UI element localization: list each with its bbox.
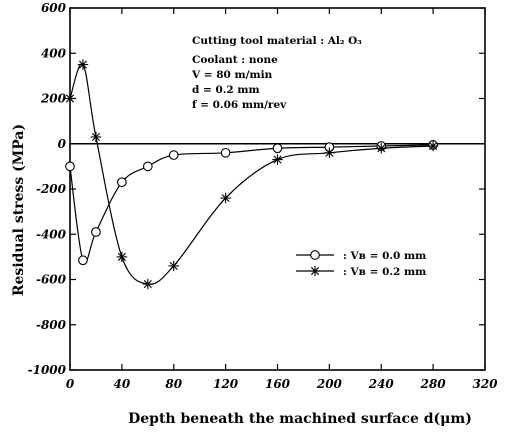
annotation-line-4: d = 0.2 mm (192, 84, 260, 96)
data-point-star (272, 154, 283, 165)
star-stroke (65, 94, 75, 103)
x-tick-label: 120 (213, 377, 239, 391)
data-point-circle (65, 161, 75, 172)
annotation-line-5: f = 0.06 mm/rev (192, 99, 287, 111)
y-tick-label: -400 (36, 227, 67, 241)
x-axis-title: Depth beneath the machined surface d(μm) (128, 411, 472, 427)
star-stroke (221, 193, 230, 203)
y-tick-label: -200 (36, 182, 67, 196)
data-point-circle (117, 177, 127, 188)
data-point-circle (142, 161, 153, 172)
series-vb-0-0mm (65, 140, 438, 266)
x-tick-label: 160 (265, 377, 291, 391)
annotation-line-2: Coolant : none (192, 54, 278, 66)
data-point-star (324, 147, 335, 158)
star-stroke (143, 279, 152, 289)
x-tick-label: 0 (66, 377, 75, 391)
legend-marker-star (309, 265, 321, 277)
x-tick-label: 320 (472, 377, 498, 391)
series-line (69, 144, 434, 264)
annotation-line-1: Cutting tool material : Al₂ O₃ (192, 35, 362, 47)
y-tick-label: -800 (36, 318, 67, 332)
star-stroke (78, 60, 88, 69)
legend-label-circle: : Vʙ = 0.0 mm (343, 250, 426, 262)
data-point-star (90, 131, 102, 143)
data-point-star (376, 143, 387, 154)
data-point-star (77, 59, 89, 70)
data-point-star (220, 192, 231, 204)
x-tick-label: 200 (316, 377, 343, 391)
data-point-star (116, 251, 128, 263)
data-series (64, 59, 439, 290)
annotation-line-3: V = 80 m/min (191, 69, 273, 81)
star-stroke (91, 132, 101, 142)
data-point-circle (91, 227, 101, 237)
legend-label-star: : Vʙ = 0.2 mm (343, 266, 426, 278)
y-tick-label: 0 (58, 137, 67, 151)
star-stroke (117, 252, 126, 261)
data-point-star (427, 140, 439, 152)
data-point-star (168, 260, 179, 272)
data-point-star (142, 278, 154, 290)
series-vb-0-2mm (64, 59, 439, 290)
data-point-circle (168, 150, 179, 160)
y-tick-label: 200 (40, 92, 67, 106)
star-stroke (273, 155, 282, 164)
legend: : Vʙ = 0.0 mm : Vʙ = 0.2 mm (296, 250, 426, 278)
x-tick-label: 280 (420, 377, 447, 391)
annotation-block: Cutting tool material : Al₂ O₃ Coolant :… (191, 35, 362, 111)
legend-marker-circle (310, 250, 320, 260)
y-tick-label: -1000 (28, 363, 67, 377)
data-point-circle (78, 255, 88, 266)
y-tick-label: -600 (36, 273, 67, 287)
data-point-circle (220, 147, 231, 158)
x-tick-label: 40 (114, 377, 131, 391)
y-tick-label: 600 (41, 1, 67, 15)
y-tick-label: 400 (41, 46, 67, 60)
legend-star-glyph (309, 265, 321, 277)
x-tick-label: 240 (368, 377, 395, 391)
x-tick-label: 80 (165, 377, 182, 391)
axis-ticks: 0 40 80 120 160 200 240 280 320 600 400 200 0 -200 -40… (28, 1, 499, 391)
star-stroke (429, 141, 438, 151)
star-stroke (169, 261, 178, 270)
data-point-circle (272, 143, 283, 154)
star-stroke (377, 144, 386, 153)
y-axis-title: Residual stress (MPa) (11, 124, 27, 296)
star-stroke (310, 266, 320, 276)
star-stroke (325, 148, 334, 157)
data-point-star (64, 93, 76, 104)
